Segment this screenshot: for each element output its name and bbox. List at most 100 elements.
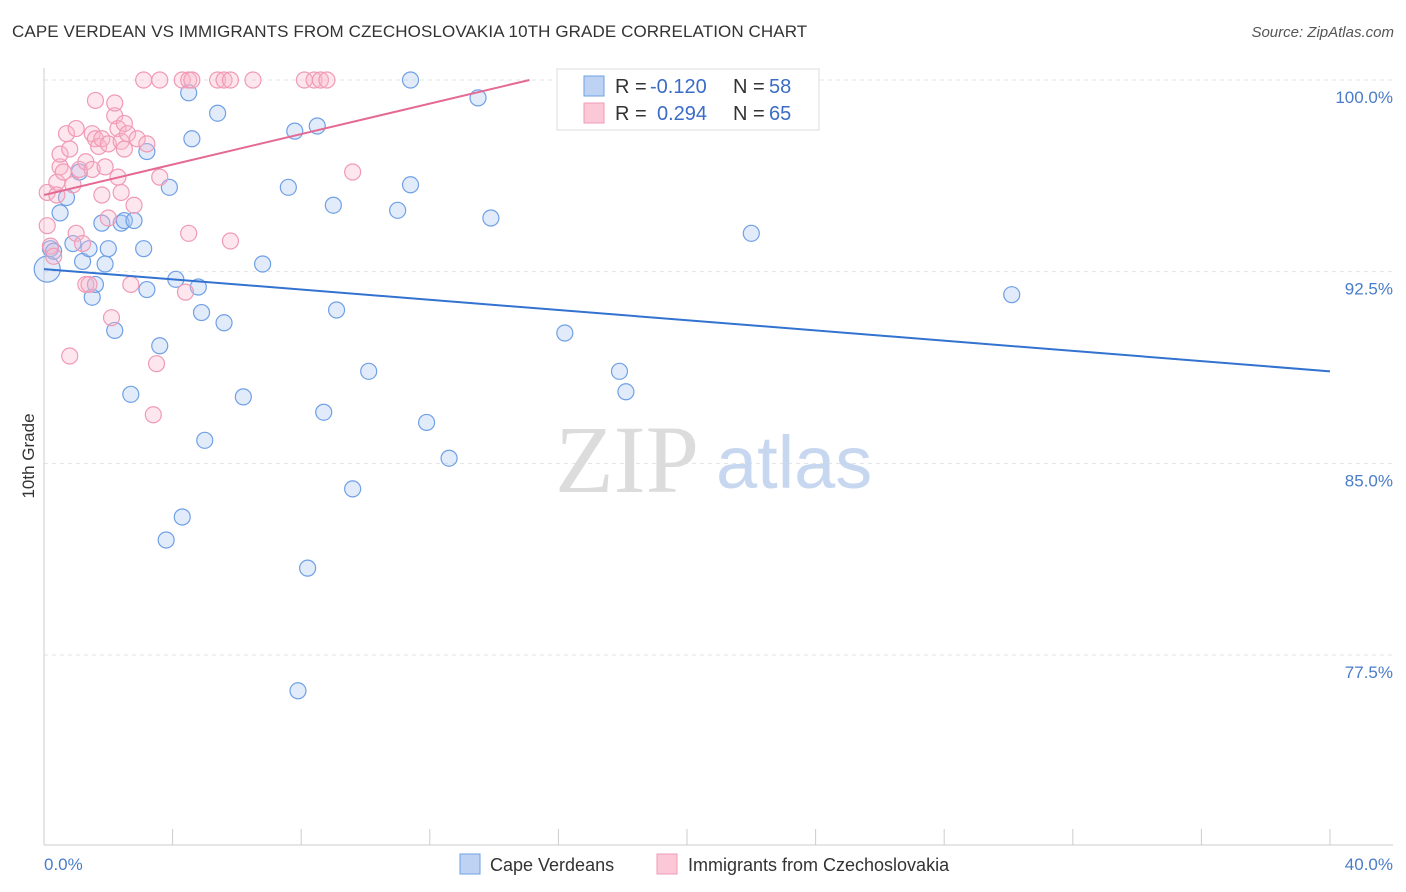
data-point [610,362,629,380]
data-point [86,91,105,110]
data-point [173,71,191,89]
data-point [289,682,307,700]
data-point [742,224,760,242]
y-tick-label-0: 100.0% [1335,88,1393,107]
data-point [151,337,169,355]
data-point [144,406,162,424]
data-point [125,196,143,214]
data-point [196,431,214,449]
legend-n-value-2: 65 [769,103,791,125]
legend-n-value-1: 58 [769,76,791,98]
data-point [344,480,362,498]
data-point [99,135,117,153]
data-point [135,240,153,258]
y-tick-labels: 100.0% 92.5% 85.0% 77.5% [1335,88,1393,682]
data-point [183,130,201,148]
data-point [360,362,378,380]
stats-legend: R = -0.120 N = 58 R = 0.294 N = 65 [556,68,820,131]
data-point [83,160,101,179]
trend-line-0 [43,268,1331,373]
data-point [440,449,458,467]
legend-swatch-pink [583,102,605,124]
data-point [99,209,117,227]
data-point [96,158,114,176]
data-point [389,201,407,219]
data-point [73,234,92,253]
data-point [151,71,169,89]
data-point [48,186,66,204]
data-point [128,130,146,148]
data-point [45,247,63,265]
legend-r-label-1: R = [615,76,647,98]
data-point [115,140,133,158]
legend-n-label-2: N = [733,103,765,125]
data-point [1003,286,1021,304]
data-point [151,168,169,186]
data-point [138,280,156,299]
data-point [189,278,207,296]
data-point [176,283,195,301]
data-point [125,211,143,230]
data-point [118,125,137,143]
data-point [183,71,201,89]
legend-n-label-1: N = [733,76,765,98]
data-point [45,242,63,260]
bottom-legend: Cape Verdeans Immigrants from Czechoslov… [459,853,950,875]
data-point [192,303,211,322]
data-point [51,204,69,222]
data-point [38,217,56,235]
data-point [61,140,79,158]
data-point [112,214,130,232]
data-point [315,403,333,421]
data-point [135,71,153,89]
data-point [244,71,262,89]
bottom-legend-swatch-pink [656,853,678,875]
data-point [173,508,191,526]
data-point [180,224,198,242]
data-point [64,234,82,253]
data-point [157,531,175,549]
axes [43,68,1393,846]
data-point [556,324,574,342]
legend-r-label-2: R = [615,103,647,125]
data-point [318,71,336,89]
data-point [51,158,69,176]
data-point [417,413,436,432]
data-point [299,559,317,577]
data-point [401,71,420,89]
data-point [401,176,420,194]
data-point [234,388,252,406]
y-tick-label-3: 77.5% [1345,663,1393,682]
data-point [41,237,60,255]
data-point [99,240,117,258]
source-label: Source: ZipAtlas.com [1251,24,1394,41]
data-point [138,135,156,153]
data-point [67,119,85,138]
data-point [215,314,233,332]
watermark: ZIP atlas [555,406,872,513]
data-point [209,104,227,122]
data-point [93,186,111,204]
data-point [482,209,500,227]
data-point [221,232,240,250]
data-point [279,178,297,196]
data-point [221,71,240,89]
data-point [115,114,133,133]
data-point [106,94,124,112]
data-point [122,385,140,403]
data-point [80,275,98,294]
series-cape-verdeans [33,71,1021,700]
legend-r-value-2: 0.294 [657,103,707,125]
y-tick-label-2: 85.0% [1345,471,1393,490]
bottom-legend-label-pink: Immigrants from Czechoslovakia [688,855,950,875]
legend-r-value-1: -0.120 [650,76,707,98]
data-point [61,347,79,365]
data-point [254,255,272,273]
bottom-legend-swatch-blue [459,853,481,875]
data-point [209,71,227,89]
data-point [67,224,85,242]
y-tick-label-1: 92.5% [1345,280,1393,299]
data-point [344,163,362,181]
data-point [215,71,233,89]
